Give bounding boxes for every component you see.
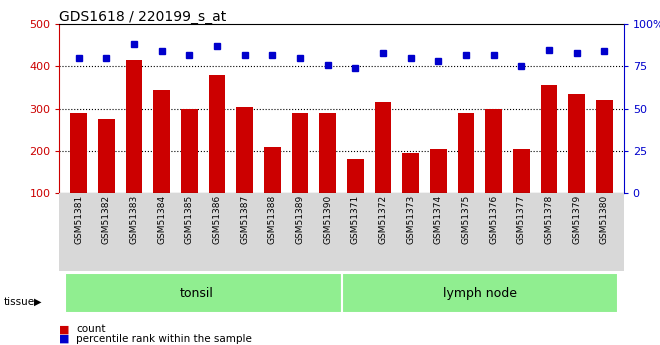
Bar xyxy=(375,102,391,193)
Bar xyxy=(236,107,253,193)
Text: GSM51379: GSM51379 xyxy=(572,195,581,244)
Text: lymph node: lymph node xyxy=(443,287,517,300)
Text: tonsil: tonsil xyxy=(180,287,213,300)
Bar xyxy=(264,147,280,193)
Bar xyxy=(485,109,502,193)
Text: GSM51381: GSM51381 xyxy=(75,195,83,244)
Bar xyxy=(319,113,336,193)
Bar xyxy=(126,60,143,193)
Text: GSM51375: GSM51375 xyxy=(461,195,471,244)
Text: GSM51390: GSM51390 xyxy=(323,195,332,244)
Text: percentile rank within the sample: percentile rank within the sample xyxy=(76,334,251,344)
Text: GSM51384: GSM51384 xyxy=(157,195,166,244)
Text: ▶: ▶ xyxy=(34,297,42,307)
Bar xyxy=(541,86,557,193)
Text: GSM51372: GSM51372 xyxy=(379,195,387,244)
Text: GSM51377: GSM51377 xyxy=(517,195,526,244)
Bar xyxy=(403,153,419,193)
Bar xyxy=(458,113,475,193)
Text: GSM51376: GSM51376 xyxy=(489,195,498,244)
Text: GSM51386: GSM51386 xyxy=(213,195,222,244)
Bar xyxy=(153,90,170,193)
Text: GSM51382: GSM51382 xyxy=(102,195,111,244)
Text: GSM51373: GSM51373 xyxy=(406,195,415,244)
Bar xyxy=(513,149,530,193)
Text: ■: ■ xyxy=(59,325,70,334)
Text: GSM51374: GSM51374 xyxy=(434,195,443,244)
Bar xyxy=(209,75,225,193)
Text: GDS1618 / 220199_s_at: GDS1618 / 220199_s_at xyxy=(59,10,226,24)
Text: ■: ■ xyxy=(59,334,70,344)
Bar xyxy=(568,94,585,193)
Bar xyxy=(596,100,612,193)
Text: GSM51389: GSM51389 xyxy=(296,195,304,244)
Text: GSM51378: GSM51378 xyxy=(544,195,554,244)
Text: GSM51371: GSM51371 xyxy=(351,195,360,244)
Text: GSM51387: GSM51387 xyxy=(240,195,249,244)
Text: GSM51388: GSM51388 xyxy=(268,195,277,244)
Bar xyxy=(98,119,115,193)
Text: count: count xyxy=(76,325,106,334)
Bar xyxy=(292,113,308,193)
Bar xyxy=(347,159,364,193)
Bar xyxy=(181,109,198,193)
Text: GSM51385: GSM51385 xyxy=(185,195,194,244)
Bar xyxy=(342,273,618,313)
Bar xyxy=(65,273,342,313)
Bar xyxy=(71,113,87,193)
Bar xyxy=(430,149,447,193)
Text: tissue: tissue xyxy=(3,297,34,307)
Text: GSM51380: GSM51380 xyxy=(600,195,609,244)
Text: GSM51383: GSM51383 xyxy=(129,195,139,244)
